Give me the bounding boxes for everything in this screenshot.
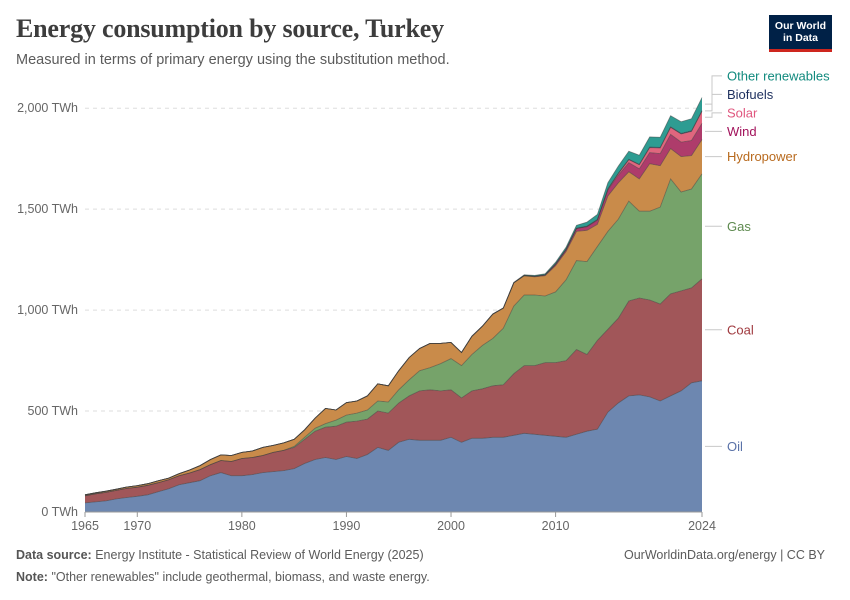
x-tick-label: 1970: [123, 519, 151, 533]
note-label: Note:: [16, 570, 48, 584]
legend-label-gas[interactable]: Gas: [727, 219, 751, 234]
legend-leader-line: [705, 75, 722, 105]
note-text: "Other renewables" include geothermal, b…: [51, 570, 430, 584]
x-tick-label: 2000: [437, 519, 465, 533]
area-gas[interactable]: [85, 173, 702, 496]
data-source-text[interactable]: Energy Institute - Statistical Review of…: [95, 548, 424, 562]
area-coal[interactable]: [85, 278, 702, 503]
axes: 0 TWh 500 TWh 1,000 TWh 1,500 TWh 2,000 TWh 1…: [17, 101, 716, 533]
legend-label-wind[interactable]: Wind: [727, 124, 757, 139]
logo-line-1: Our World: [774, 20, 827, 32]
x-tick-label: 1965: [71, 519, 99, 533]
legend-label-biofuels[interactable]: Biofuels: [727, 87, 774, 102]
legend-labels: Oil Coal Gas Hydropower Wind Solar Biofuels Oth…: [705, 68, 830, 454]
logo-line-2: in Data: [782, 32, 818, 44]
y-tick-label: 2,000 TWh: [17, 101, 78, 115]
series-outline: [84, 97, 703, 496]
chart-note: Note: "Other renewables" include geother…: [16, 570, 430, 584]
credit-link[interactable]: OurWorldinData.org/energy | CC BY: [624, 548, 826, 562]
legend-label-coal[interactable]: Coal: [727, 322, 754, 337]
legend-label-oil[interactable]: Oil: [727, 439, 743, 454]
owid-logo[interactable]: Our World in Data: [769, 15, 832, 52]
y-tick-label: 0 TWh: [41, 505, 78, 519]
legend-leader-line: [705, 93, 722, 112]
y-tick-label: 1,500 TWh: [17, 202, 78, 216]
chart-title: Energy consumption by source, Turkey: [16, 14, 444, 43]
legend-leader-line: [705, 112, 722, 118]
data-source: Data source: Energy Institute - Statisti…: [16, 548, 424, 562]
chart-subtitle: Measured in terms of primary energy usin…: [16, 52, 450, 68]
x-tick-label: 1990: [333, 519, 361, 533]
data-source-label: Data source:: [16, 548, 92, 562]
x-tick-label: 2024: [688, 519, 716, 533]
series-outline: [84, 380, 703, 504]
series-outline: [84, 173, 703, 497]
area-series: [84, 97, 703, 512]
y-tick-label: 1,000 TWh: [17, 303, 78, 317]
x-tick-label: 1980: [228, 519, 256, 533]
legend-label-solar[interactable]: Solar: [727, 105, 758, 120]
x-tick-label: 2010: [542, 519, 570, 533]
y-tick-label: 500 TWh: [28, 404, 79, 418]
legend-label-hydropower[interactable]: Hydropower: [727, 149, 798, 164]
legend-label-other-renewables[interactable]: Other renewables: [727, 68, 830, 83]
